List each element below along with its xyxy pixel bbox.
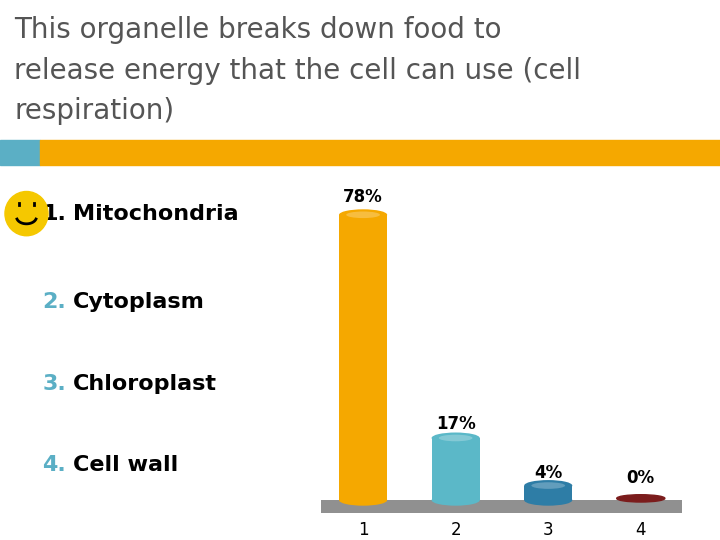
Text: This organelle breaks down food to: This organelle breaks down food to xyxy=(14,16,502,44)
Text: respiration): respiration) xyxy=(14,97,174,125)
Bar xyxy=(431,438,480,500)
Bar xyxy=(321,500,683,513)
Ellipse shape xyxy=(339,210,387,220)
Text: 17%: 17% xyxy=(436,415,475,433)
Ellipse shape xyxy=(431,495,480,505)
Text: 0%: 0% xyxy=(626,469,655,488)
Text: release energy that the cell can use (cell: release energy that the cell can use (ce… xyxy=(14,57,582,85)
Ellipse shape xyxy=(524,495,572,505)
Text: Chloroplast: Chloroplast xyxy=(73,374,217,394)
Text: 4%: 4% xyxy=(534,464,562,482)
Text: 4.: 4. xyxy=(42,455,66,475)
Ellipse shape xyxy=(346,212,380,218)
Ellipse shape xyxy=(438,435,472,441)
Bar xyxy=(339,215,387,500)
Ellipse shape xyxy=(531,482,565,489)
Text: 1.: 1. xyxy=(42,204,66,224)
Ellipse shape xyxy=(617,495,665,502)
Text: 3.: 3. xyxy=(42,374,66,394)
Ellipse shape xyxy=(524,480,572,491)
Text: Mitochondria: Mitochondria xyxy=(73,204,238,224)
Bar xyxy=(524,485,572,500)
Ellipse shape xyxy=(431,433,480,443)
Text: Cell wall: Cell wall xyxy=(73,455,178,475)
Text: 2.: 2. xyxy=(42,292,66,312)
Text: 78%: 78% xyxy=(343,187,383,206)
Circle shape xyxy=(5,192,48,236)
Ellipse shape xyxy=(339,495,387,505)
Text: Cytoplasm: Cytoplasm xyxy=(73,292,204,312)
